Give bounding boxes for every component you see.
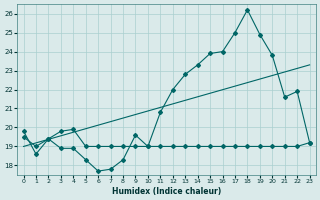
X-axis label: Humidex (Indice chaleur): Humidex (Indice chaleur) (112, 187, 221, 196)
